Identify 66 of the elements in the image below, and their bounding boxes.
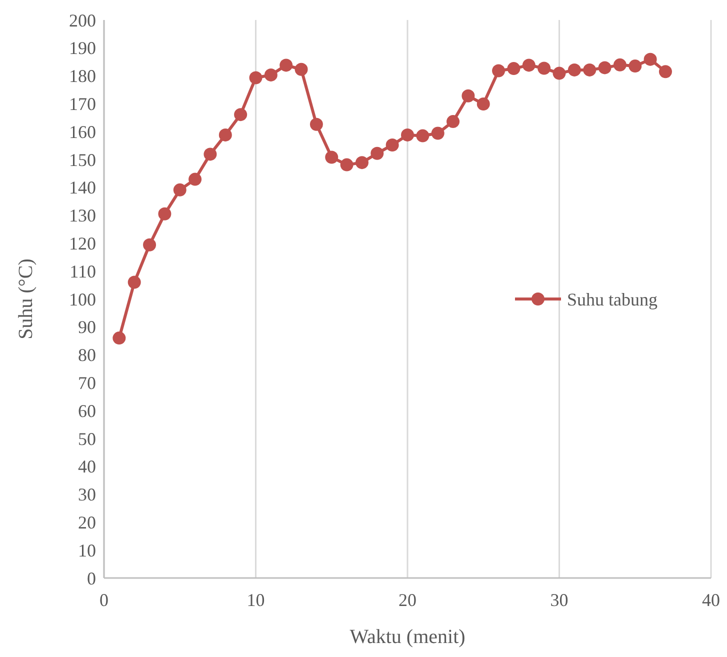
point	[325, 150, 338, 164]
point	[401, 128, 414, 142]
point	[370, 146, 384, 160]
point	[583, 63, 596, 76]
point	[173, 183, 186, 196]
y-tick-label: 190	[69, 38, 96, 58]
point	[462, 89, 475, 102]
point	[522, 58, 536, 72]
point	[249, 71, 262, 84]
point	[552, 66, 566, 80]
x-tick-label: 30	[550, 590, 568, 610]
x-tick-label: 20	[398, 590, 416, 610]
point	[234, 108, 248, 122]
y-axis-title: Suhu (°C)	[15, 258, 37, 340]
y-tick-label: 90	[78, 317, 96, 338]
y-tick-label: 50	[78, 428, 96, 449]
y-tick-label: 40	[78, 456, 96, 477]
point	[128, 276, 141, 289]
y-tick-label: 120	[69, 234, 96, 254]
y-tick-label: 130	[69, 206, 96, 226]
point	[340, 158, 354, 172]
point	[538, 62, 551, 75]
point	[264, 68, 278, 82]
x-tick-label: 40	[702, 590, 720, 610]
point	[294, 62, 308, 76]
y-tick-label: 20	[78, 512, 96, 532]
y-tick-label: 10	[78, 540, 96, 560]
point	[386, 138, 399, 152]
point	[112, 332, 126, 345]
x-tick-label: 0	[100, 590, 108, 610]
point	[416, 129, 430, 142]
point	[431, 126, 444, 140]
legend-label: Suhu tabung	[567, 289, 658, 310]
y-tick-label: 60	[78, 400, 96, 421]
y-tick-label: 30	[78, 484, 96, 505]
point	[568, 63, 581, 76]
point	[446, 115, 460, 128]
point	[628, 60, 642, 73]
point	[143, 238, 156, 252]
point	[598, 61, 612, 74]
point	[218, 128, 232, 142]
x-tick-label: 10	[246, 590, 265, 610]
point	[355, 156, 368, 170]
point	[644, 52, 657, 66]
point	[280, 58, 293, 72]
point	[188, 172, 202, 186]
point	[204, 148, 217, 161]
y-tick-label: 100	[69, 289, 96, 310]
y-tick-label: 170	[69, 94, 96, 114]
point	[658, 65, 672, 78]
point	[158, 207, 172, 220]
y-tick-label: 200	[69, 10, 96, 30]
x-axis-title: Waktu (menit)	[350, 626, 466, 648]
y-tick-label: 0	[87, 568, 96, 588]
y-tick-label: 160	[69, 122, 96, 142]
point	[492, 64, 506, 78]
y-tick-label: 80	[78, 345, 96, 366]
y-tick-label: 180	[69, 66, 96, 86]
point	[310, 118, 323, 131]
point	[476, 97, 490, 110]
y-tick-label: 70	[78, 373, 96, 393]
y-tick-label: 110	[70, 261, 96, 282]
y-tick-label: 150	[69, 150, 96, 170]
point	[613, 58, 626, 72]
y-tick-label: 140	[69, 178, 96, 198]
point	[507, 62, 520, 76]
